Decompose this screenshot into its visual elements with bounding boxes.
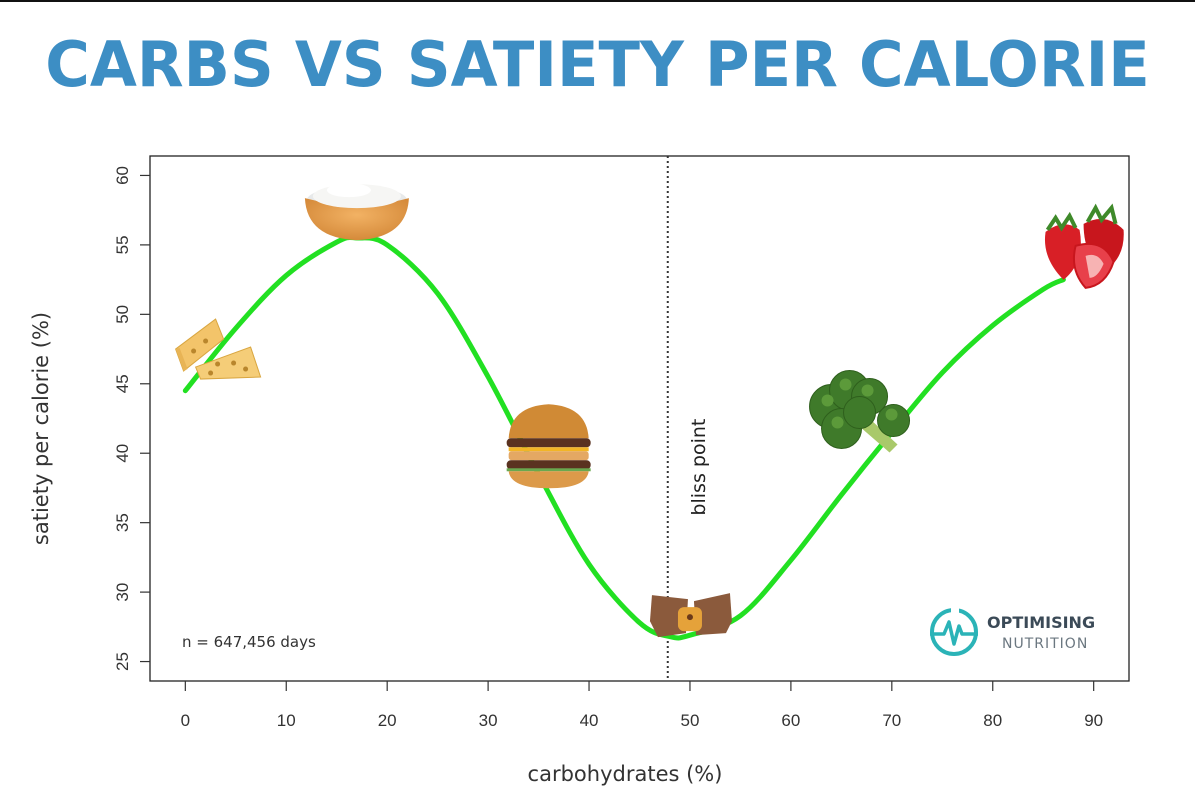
chocolate-bar-icon xyxy=(649,593,732,638)
y-tick-label: 55 xyxy=(113,235,132,254)
x-tick-label: 50 xyxy=(681,711,700,730)
x-tick-label: 20 xyxy=(378,711,397,730)
plot-frame xyxy=(149,155,1130,682)
sample-size-annotation: n = 647,456 days xyxy=(182,633,316,651)
x-tick-label: 70 xyxy=(882,711,901,730)
top-border xyxy=(0,0,1195,2)
x-tick-label: 30 xyxy=(479,711,498,730)
satiety-curve xyxy=(182,234,1066,641)
x-axis-title: carbohydrates (%) xyxy=(528,762,723,786)
bliss-point-label: bliss point xyxy=(688,419,710,516)
y-tick-label: 50 xyxy=(113,305,132,324)
y-tick-label: 40 xyxy=(113,444,132,463)
x-tick-label: 10 xyxy=(277,711,296,730)
x-tick-label: 60 xyxy=(781,711,800,730)
y-axis: 25 30 35 40 45 50 55 60 xyxy=(113,166,150,671)
x-tick-label: 40 xyxy=(580,711,599,730)
y-tick-label: 60 xyxy=(113,166,132,185)
y-tick-label: 30 xyxy=(113,583,132,602)
burger-icon xyxy=(506,404,591,489)
x-tick-label: 90 xyxy=(1084,711,1103,730)
optimising-nutrition-logo: OPTIMISING NUTRITION xyxy=(930,606,1095,656)
cheese-icon xyxy=(175,318,262,380)
logo-heartbeat-icon xyxy=(930,606,978,656)
logo-text-optimising: OPTIMISING xyxy=(987,613,1095,632)
x-tick-label: 0 xyxy=(181,711,190,730)
logo-text-nutrition: NUTRITION xyxy=(1002,636,1088,652)
chart-title: CARBS VS SATIETY PER CALORIE xyxy=(45,28,1150,101)
y-tick-label: 45 xyxy=(113,374,132,393)
y-axis-title: satiety per calorie (%) xyxy=(29,312,53,545)
strawberries-icon xyxy=(1044,203,1124,289)
y-tick-label: 25 xyxy=(113,652,132,671)
x-tick-label: 80 xyxy=(983,711,1002,730)
cottage-cheese-bowl-icon xyxy=(304,183,409,241)
broccoli-icon xyxy=(809,370,911,453)
y-tick-label: 35 xyxy=(113,513,132,532)
x-axis: 0 10 20 30 40 50 60 70 80 90 xyxy=(181,681,1103,730)
